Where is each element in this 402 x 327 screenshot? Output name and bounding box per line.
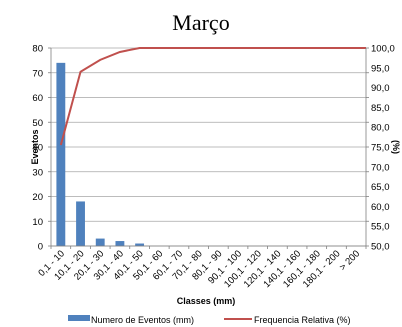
- bar: [135, 243, 145, 246]
- bar: [76, 201, 85, 246]
- y2-tick-label: 50,0: [371, 242, 390, 253]
- y2-tick-label: 95,0: [371, 63, 390, 74]
- y-tick-label: 80: [32, 44, 43, 55]
- y2-tick-label: 90,0: [371, 83, 390, 94]
- y2-axis-title: (%): [391, 140, 401, 154]
- y2-tick-label: 60,0: [371, 202, 390, 213]
- y-tick-label: 10: [32, 217, 43, 228]
- bar: [95, 238, 105, 246]
- legend-bar-label: Numero de Eventos (mm): [91, 315, 194, 325]
- legend-bar-swatch: [68, 315, 90, 321]
- x-tick-label: > 200: [337, 248, 362, 273]
- y2-tick-label: 70,0: [371, 162, 390, 173]
- y-tick-label: 50: [32, 118, 43, 129]
- bar: [115, 241, 125, 246]
- bar-series: [56, 62, 145, 246]
- y-tick-label: 0: [38, 242, 43, 253]
- y2-axis-ticks: 50,0 55,0 60,0 65,0 70,0 75,0 80,0 85,0 90,0 95,0…: [371, 44, 395, 253]
- y-tick-label: 20: [32, 192, 43, 203]
- y2-tick-label: 75,0: [371, 143, 390, 154]
- axes: [48, 47, 369, 249]
- legend: Numero de Eventos (mm) Frequencia Relati…: [68, 315, 351, 325]
- y-axis-ticks: 0 10 20 30 40 50 60 70 80: [32, 44, 43, 253]
- y-tick-label: 40: [32, 143, 43, 154]
- x-axis-title: Classes (mm): [177, 296, 236, 306]
- y2-tick-label: 55,0: [371, 222, 390, 233]
- frequency-line: [59, 47, 366, 146]
- legend-line-label: Frequencia Relativa (%): [254, 315, 351, 325]
- y-axis-title: Eventos: [30, 129, 40, 164]
- y-tick-label: 30: [32, 167, 43, 178]
- chart-title: Março: [172, 10, 229, 35]
- y2-tick-label: 100,0: [371, 44, 395, 55]
- grid-lines: [51, 47, 366, 247]
- y2-tick-label: 65,0: [371, 182, 390, 193]
- line-series: [59, 47, 366, 146]
- bar: [56, 62, 66, 246]
- y-tick-label: 70: [32, 68, 43, 79]
- y2-tick-label: 80,0: [371, 123, 390, 134]
- y2-tick-label: 85,0: [371, 103, 390, 114]
- y-tick-label: 60: [32, 93, 43, 104]
